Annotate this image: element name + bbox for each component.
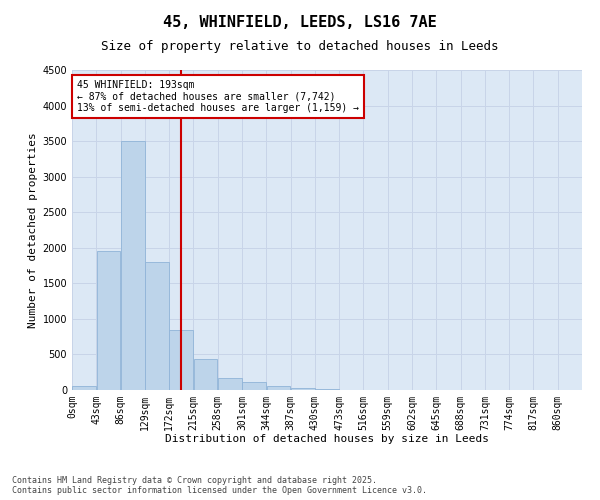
Text: Size of property relative to detached houses in Leeds: Size of property relative to detached ho…: [101, 40, 499, 53]
Bar: [218, 378, 242, 390]
Bar: [266, 386, 290, 390]
Bar: [97, 252, 121, 390]
Bar: [169, 330, 193, 390]
Bar: [242, 382, 266, 390]
X-axis label: Distribution of detached houses by size in Leeds: Distribution of detached houses by size …: [165, 434, 489, 444]
Bar: [121, 141, 145, 390]
Text: Contains HM Land Registry data © Crown copyright and database right 2025.
Contai: Contains HM Land Registry data © Crown c…: [12, 476, 427, 495]
Text: 45, WHINFIELD, LEEDS, LS16 7AE: 45, WHINFIELD, LEEDS, LS16 7AE: [163, 15, 437, 30]
Bar: [291, 388, 314, 390]
Y-axis label: Number of detached properties: Number of detached properties: [28, 132, 38, 328]
Bar: [194, 360, 217, 390]
Bar: [72, 386, 96, 390]
Bar: [145, 262, 169, 390]
Text: 45 WHINFIELD: 193sqm
← 87% of detached houses are smaller (7,742)
13% of semi-de: 45 WHINFIELD: 193sqm ← 87% of detached h…: [77, 80, 359, 113]
